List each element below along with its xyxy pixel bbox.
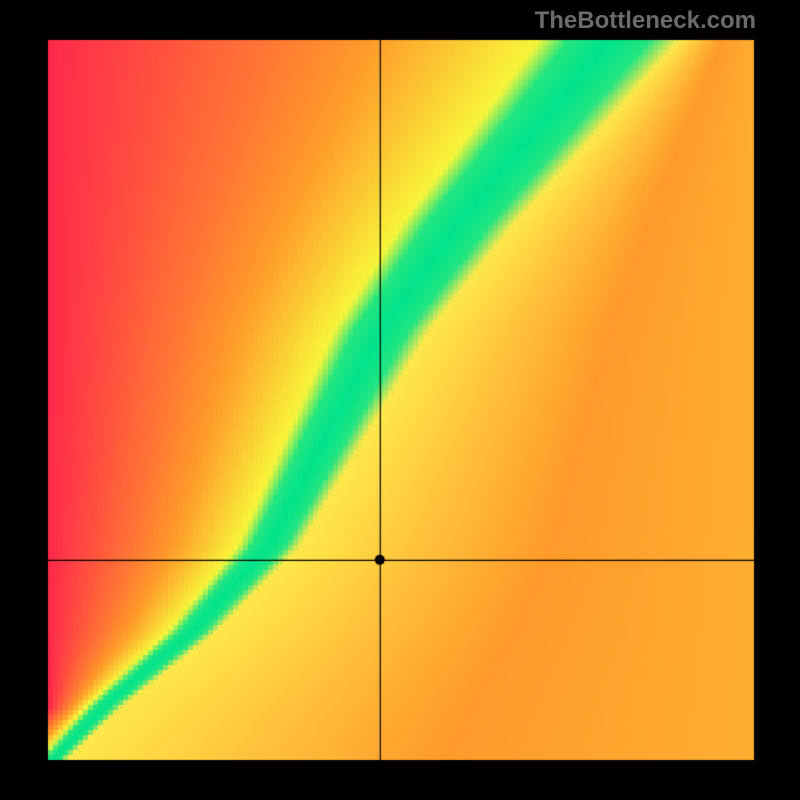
watermark-text: TheBottleneck.com — [535, 7, 756, 35]
bottleneck-heatmap — [0, 0, 800, 800]
